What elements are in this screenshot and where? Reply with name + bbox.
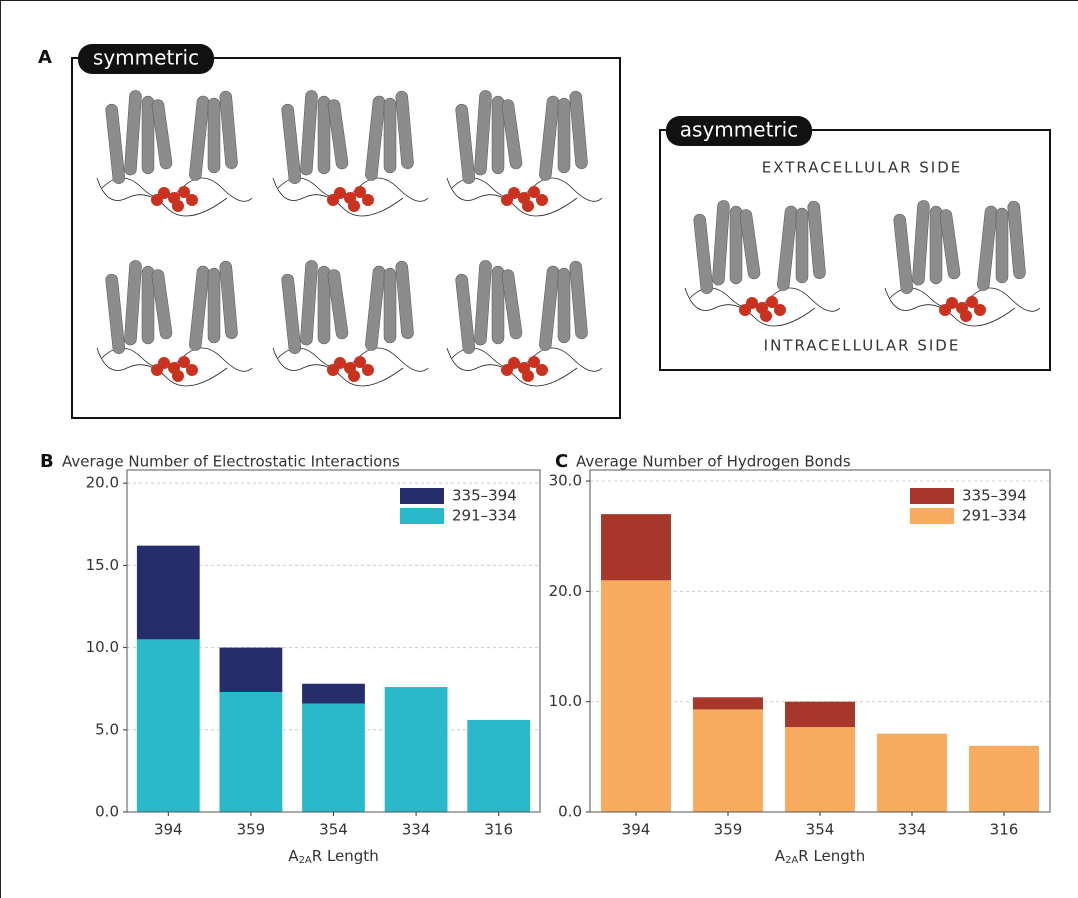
protein-images	[96, 89, 603, 387]
x-tick-label: 316	[990, 821, 1019, 839]
bar-segment	[785, 701, 855, 728]
y-tick-label: 10.0	[86, 638, 119, 656]
x-axis-label-part: A	[775, 847, 786, 865]
y-tick-label: 5.0	[95, 720, 119, 738]
symmetric-box	[71, 57, 621, 419]
x-axis-label-part: A	[288, 847, 299, 865]
y-tick-label: 10.0	[549, 692, 582, 710]
plot-frame	[589, 469, 1051, 813]
x-tick-label: 354	[319, 821, 348, 839]
legend-label: 335–394	[962, 487, 1027, 505]
bar-segment	[969, 745, 1039, 812]
legend-swatch	[910, 488, 954, 504]
x-axis-label-part: 2A	[299, 855, 312, 866]
bar-segment	[601, 514, 671, 581]
x-tick-label: 359	[714, 821, 743, 839]
legend-label: 291–334	[452, 507, 517, 525]
asymmetric-tag	[666, 116, 812, 146]
x-tick-label: 354	[806, 821, 835, 839]
x-axis-label-part: R Length	[312, 847, 379, 865]
x-axis-label: A2AR Length	[775, 847, 865, 867]
x-tick-label: 334	[402, 821, 431, 839]
y-tick-label: 0.0	[95, 803, 119, 821]
plot-frame	[126, 469, 541, 813]
x-tick-label: 316	[484, 821, 513, 839]
x-tick-label: 359	[237, 821, 266, 839]
legend-swatch	[910, 508, 954, 524]
x-tick-label: 394	[154, 821, 183, 839]
x-axis-label: A2AR Length	[288, 847, 378, 867]
y-tick-label: 30.0	[549, 472, 582, 490]
legend-label: 291–334	[962, 507, 1027, 525]
x-axis-label-part: 2A	[785, 855, 798, 866]
bar-segment	[219, 647, 283, 692]
symmetric-label: symmetric	[93, 46, 199, 70]
panel-label: C	[555, 451, 568, 472]
legend-swatch	[400, 508, 444, 524]
legend-swatch	[400, 488, 444, 504]
x-tick-label: 394	[622, 821, 651, 839]
bar-segment	[384, 687, 448, 812]
x-tick-label: 334	[898, 821, 927, 839]
y-tick-label: 20.0	[86, 474, 119, 492]
x-axis-label-part: R Length	[798, 847, 865, 865]
bar-segment	[302, 683, 365, 704]
panel-label: B	[40, 451, 54, 472]
bar-segment	[877, 733, 947, 812]
asymmetric-proteins	[684, 199, 1041, 327]
symmetric-tag	[78, 44, 214, 74]
bar-segment	[136, 545, 200, 640]
bar-segment	[467, 719, 531, 812]
chart-title: Average Number of Hydrogen Bonds	[576, 453, 851, 471]
bar-segment	[136, 639, 200, 812]
asymmetric-label: asymmetric	[680, 118, 798, 142]
legend-label: 335–394	[452, 487, 517, 505]
asymmetric-box	[659, 129, 1051, 371]
bar-segment	[693, 697, 763, 710]
y-tick-label: 15.0	[86, 556, 119, 574]
bar-segment	[601, 580, 671, 812]
bar-segment	[785, 727, 855, 812]
extracellular-label: EXTRACELLULAR SIDE	[762, 159, 963, 177]
intracellular-label: INTRACELLULAR SIDE	[764, 337, 961, 355]
chart-title: Average Number of Electrostatic Interact…	[62, 453, 400, 471]
y-tick-label: 0.0	[558, 803, 582, 821]
y-tick-label: 20.0	[549, 582, 582, 600]
panel-label: A	[38, 47, 52, 68]
bar-segment	[693, 709, 763, 812]
bar-segment	[302, 703, 365, 812]
bar-segment	[219, 691, 283, 812]
